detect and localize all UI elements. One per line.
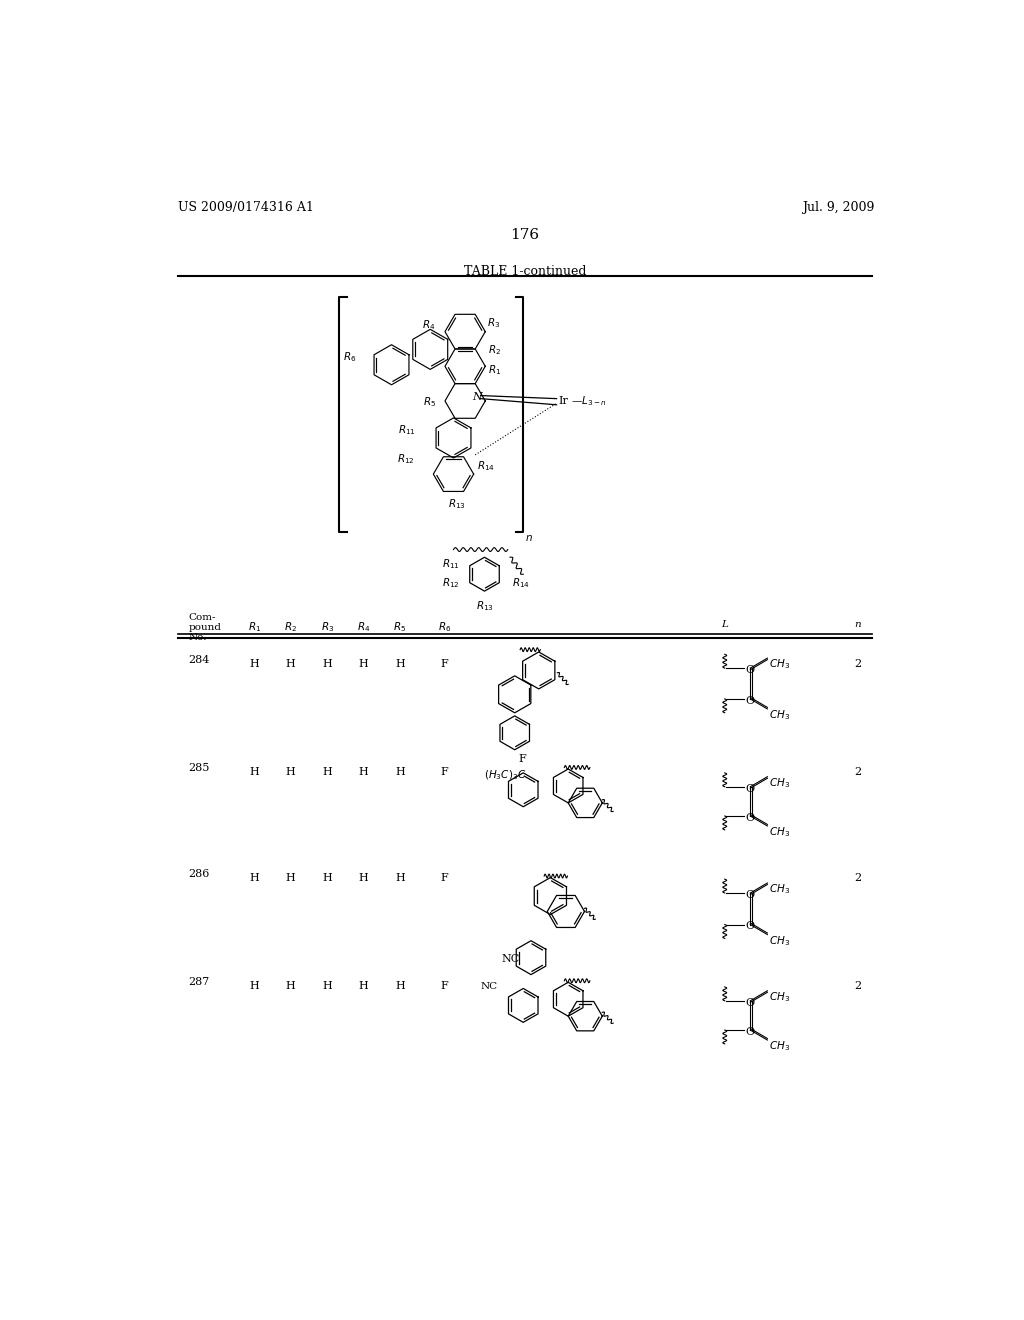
Text: $R_{11}$: $R_{11}$: [398, 424, 417, 437]
Text: 286: 286: [188, 869, 210, 879]
Text: F: F: [440, 981, 449, 991]
Text: —$L_{3-n}$: —$L_{3-n}$: [571, 395, 607, 408]
Text: H: H: [358, 873, 369, 883]
Text: $R_1$: $R_1$: [488, 363, 502, 378]
Text: NC: NC: [502, 954, 520, 964]
Text: H: H: [250, 659, 259, 669]
Text: $CH_3$: $CH_3$: [769, 825, 791, 840]
Text: $R_6$: $R_6$: [343, 350, 356, 364]
Text: $CH_3$: $CH_3$: [769, 882, 791, 896]
Text: $CH_3$: $CH_3$: [769, 776, 791, 789]
Text: Ir: Ir: [558, 396, 568, 407]
Text: O: O: [744, 696, 754, 706]
Text: $R_{14}$: $R_{14}$: [512, 577, 529, 590]
Text: $R_3$: $R_3$: [486, 317, 500, 330]
Text: H: H: [358, 767, 369, 776]
Text: $R_{12}$: $R_{12}$: [442, 577, 460, 590]
Text: $R_2$: $R_2$: [487, 343, 501, 356]
Text: O: O: [744, 813, 754, 822]
Text: H: H: [286, 981, 296, 991]
Text: NC: NC: [480, 982, 498, 991]
Text: US 2009/0174316 A1: US 2009/0174316 A1: [178, 201, 314, 214]
Text: O: O: [744, 921, 754, 932]
Text: $R_6$: $R_6$: [437, 620, 451, 634]
Text: H: H: [395, 767, 404, 776]
Text: H: H: [395, 659, 404, 669]
Text: H: H: [358, 981, 369, 991]
Text: $R_{13}$: $R_{13}$: [475, 599, 494, 612]
Text: H: H: [286, 767, 296, 776]
Text: H: H: [250, 873, 259, 883]
Text: F: F: [440, 873, 449, 883]
Text: H: H: [286, 873, 296, 883]
Text: 176: 176: [510, 227, 540, 242]
Text: L: L: [721, 620, 728, 630]
Text: H: H: [250, 981, 259, 991]
Text: H: H: [395, 981, 404, 991]
Text: Com-
pound
No.: Com- pound No.: [188, 612, 221, 643]
Text: 2: 2: [854, 767, 861, 776]
Text: F: F: [440, 659, 449, 669]
Text: $n$: $n$: [524, 533, 532, 544]
Text: 2: 2: [854, 981, 861, 991]
Text: $R_4$: $R_4$: [357, 620, 371, 634]
Text: O: O: [744, 665, 754, 675]
Text: H: H: [358, 659, 369, 669]
Text: $R_5$: $R_5$: [393, 620, 407, 634]
Text: H: H: [323, 659, 332, 669]
Text: $R_{11}$: $R_{11}$: [442, 557, 460, 572]
Text: $R_4$: $R_4$: [422, 318, 435, 333]
Text: Jul. 9, 2009: Jul. 9, 2009: [802, 201, 874, 214]
Text: $R_{12}$: $R_{12}$: [397, 451, 415, 466]
Text: F: F: [518, 754, 526, 763]
Text: $R_2$: $R_2$: [285, 620, 297, 634]
Text: $CH_3$: $CH_3$: [769, 708, 791, 722]
Text: O: O: [744, 998, 754, 1007]
Text: n: n: [855, 620, 861, 630]
Text: H: H: [323, 767, 332, 776]
Text: $CH_3$: $CH_3$: [769, 657, 791, 671]
Text: H: H: [395, 873, 404, 883]
Text: O: O: [744, 1027, 754, 1038]
Text: H: H: [286, 659, 296, 669]
Text: $R_{14}$: $R_{14}$: [477, 459, 495, 474]
Text: 284: 284: [188, 655, 210, 665]
Text: H: H: [323, 873, 332, 883]
Text: H: H: [250, 767, 259, 776]
Text: $R_3$: $R_3$: [321, 620, 334, 634]
Text: N: N: [472, 392, 481, 403]
Text: O: O: [744, 784, 754, 793]
Text: $(H_3C)_3C$: $(H_3C)_3C$: [484, 768, 526, 781]
Text: O: O: [744, 890, 754, 900]
Text: 287: 287: [188, 977, 210, 987]
Text: $R_{13}$: $R_{13}$: [449, 498, 466, 511]
Text: TABLE 1-continued: TABLE 1-continued: [464, 264, 586, 277]
Text: $R_5$: $R_5$: [423, 395, 436, 409]
Text: 285: 285: [188, 763, 210, 772]
Text: 2: 2: [854, 659, 861, 669]
Text: $R_1$: $R_1$: [248, 620, 261, 634]
Text: $CH_3$: $CH_3$: [769, 1039, 791, 1053]
Text: F: F: [440, 767, 449, 776]
Text: $CH_3$: $CH_3$: [769, 933, 791, 948]
Text: 2: 2: [854, 873, 861, 883]
Text: H: H: [323, 981, 332, 991]
Text: $CH_3$: $CH_3$: [769, 990, 791, 1003]
